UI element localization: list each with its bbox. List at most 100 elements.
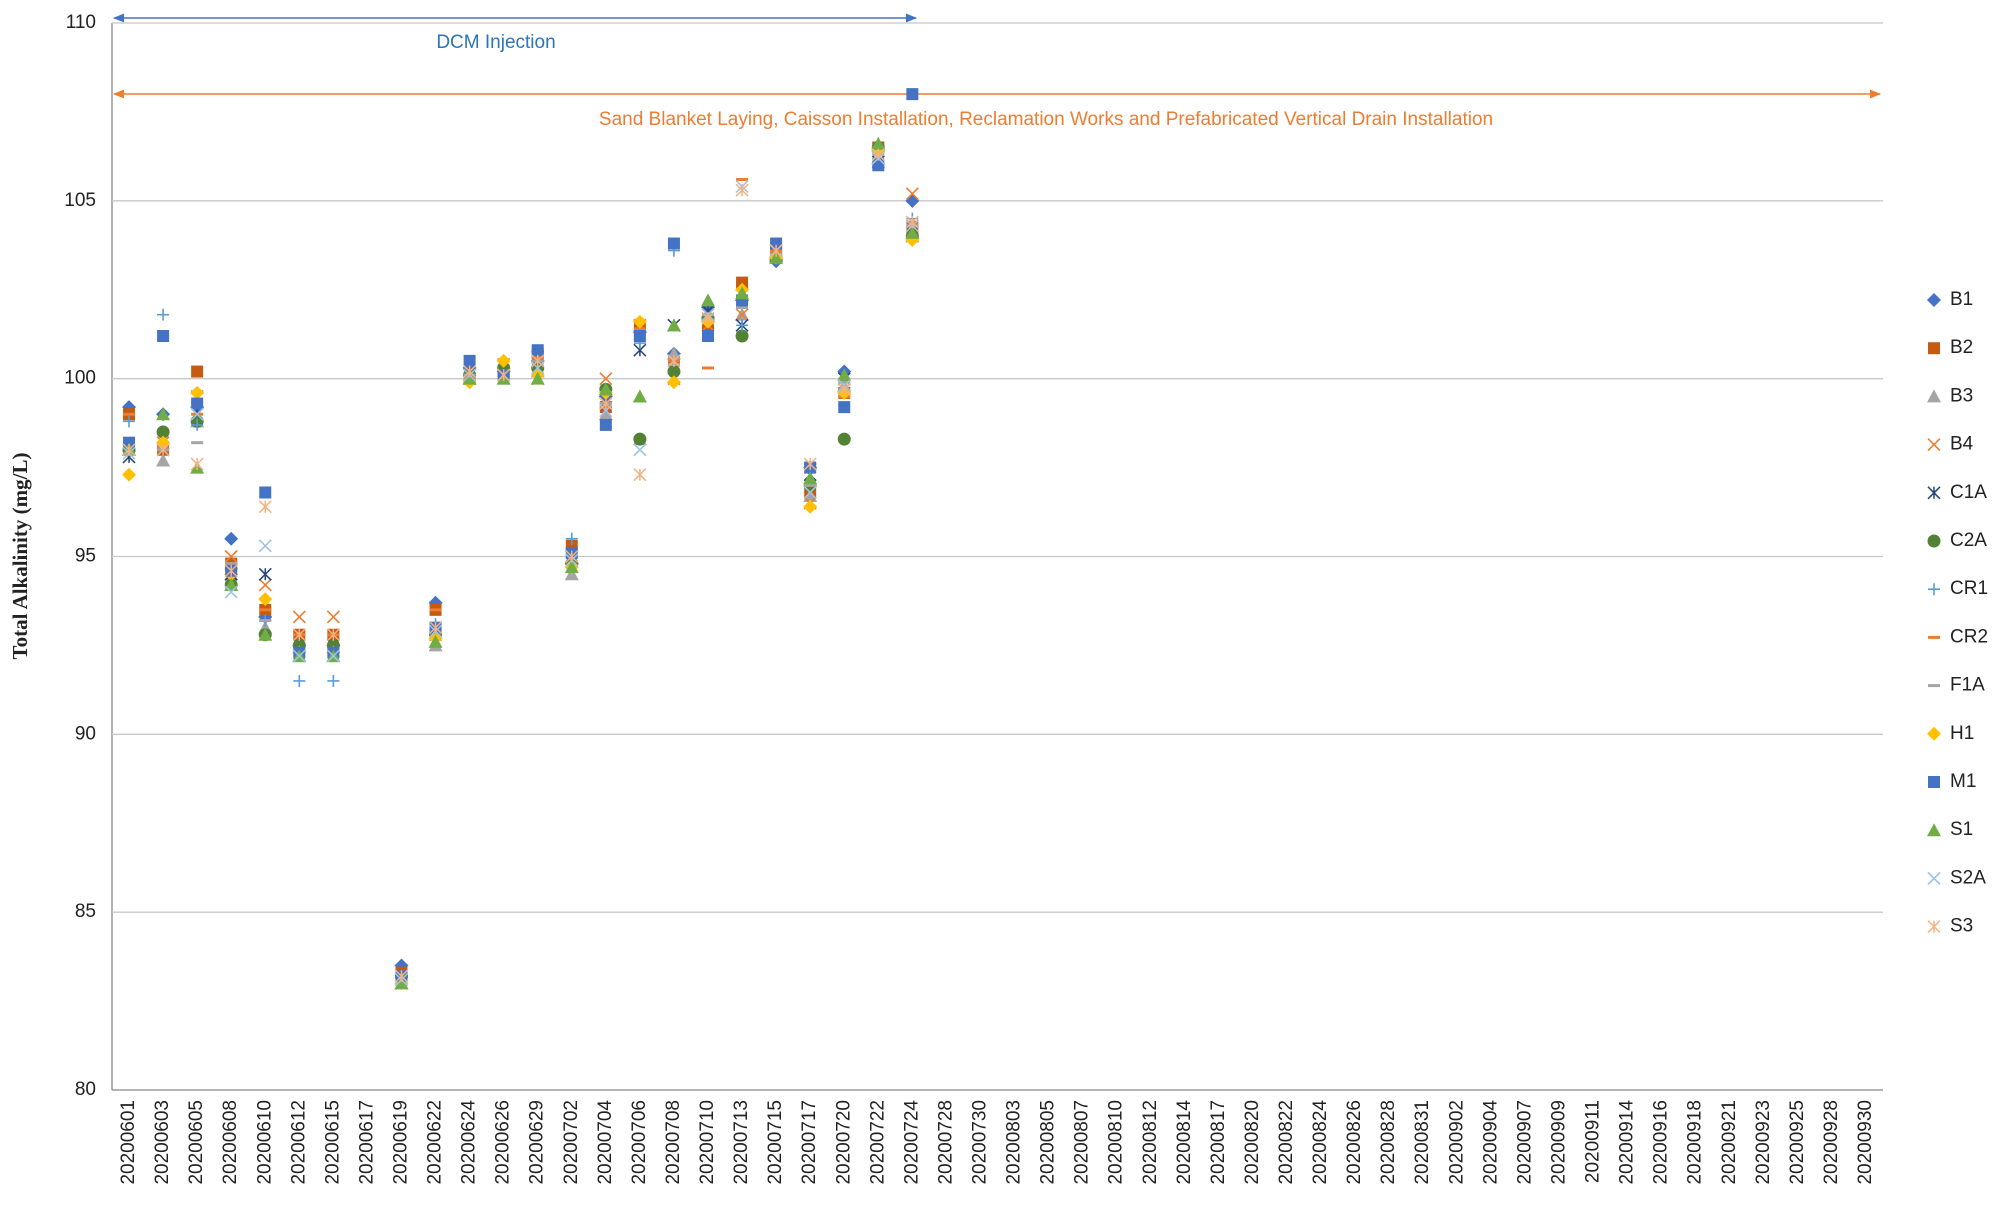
legend-label: H1 — [1950, 723, 1974, 744]
marker — [905, 225, 920, 239]
x-tick-label: 20200608 — [220, 1100, 241, 1185]
marker — [258, 567, 272, 581]
marker — [769, 244, 783, 258]
marker — [803, 499, 818, 514]
x-tick-label: 20200904 — [1480, 1100, 1501, 1185]
marker — [327, 674, 340, 687]
y-tick-label: 95 — [75, 546, 96, 567]
x-tick-label: 20200724 — [901, 1100, 922, 1185]
legend-label: S1 — [1950, 819, 1973, 840]
marker — [122, 467, 137, 482]
marker — [599, 372, 613, 386]
marker — [599, 397, 613, 411]
marker — [463, 354, 476, 367]
marker — [463, 365, 477, 379]
marker — [905, 215, 919, 229]
marker — [736, 319, 749, 332]
marker — [803, 471, 818, 485]
x-tick-label: 20200812 — [1140, 1100, 1161, 1185]
marker — [735, 183, 749, 197]
x-tick-label: 20200715 — [765, 1100, 786, 1185]
marker — [906, 88, 919, 101]
marker — [803, 457, 817, 471]
legend-marker — [1928, 776, 1940, 788]
marker — [701, 293, 716, 307]
marker — [496, 353, 511, 368]
marker — [326, 610, 340, 624]
marker — [394, 976, 409, 990]
x-tick-label: 20200826 — [1344, 1100, 1365, 1185]
x-tick-label: 20200828 — [1378, 1100, 1399, 1185]
legend-marker — [1927, 871, 1941, 885]
marker — [565, 549, 579, 564]
marker — [224, 585, 238, 599]
marker — [156, 453, 171, 467]
x-tick-label: 20200822 — [1276, 1100, 1297, 1185]
marker — [531, 344, 544, 357]
x-tick-label: 20200624 — [459, 1100, 480, 1185]
marker — [462, 371, 477, 385]
legend-label: CR2 — [1950, 626, 1988, 647]
legend-label: S2A — [1950, 867, 1986, 888]
marker — [736, 276, 749, 289]
x-tick-label: 20200730 — [969, 1100, 990, 1185]
marker — [905, 193, 920, 208]
marker — [157, 329, 170, 342]
x-tick-label: 20200704 — [595, 1100, 616, 1185]
marker — [224, 564, 238, 578]
marker — [292, 649, 306, 663]
marker — [292, 628, 306, 642]
marker — [632, 314, 647, 329]
marker — [191, 365, 204, 378]
y-tick-label: 105 — [64, 190, 96, 211]
marker — [632, 389, 647, 403]
x-tick-label: 20200720 — [833, 1100, 854, 1185]
x-tick-label: 20200925 — [1787, 1100, 1808, 1185]
marker — [633, 432, 647, 446]
x-tick-label: 20200928 — [1821, 1100, 1842, 1185]
marker — [666, 375, 681, 390]
x-tick-label: 20200728 — [935, 1100, 956, 1185]
marker — [837, 368, 852, 382]
x-tick-label: 20200710 — [697, 1100, 718, 1185]
legend-label: F1A — [1950, 675, 1985, 696]
marker — [259, 486, 272, 499]
marker — [326, 649, 340, 663]
marker — [735, 329, 749, 343]
marker — [156, 443, 170, 457]
marker — [190, 457, 204, 471]
x-tick-label: 20200605 — [186, 1100, 207, 1185]
marker — [667, 237, 680, 250]
x-tick-label: 20200610 — [254, 1100, 275, 1185]
x-tick-label: 20200603 — [152, 1100, 173, 1185]
x-tick-label: 20200619 — [391, 1100, 412, 1185]
marker — [598, 407, 613, 421]
marker — [872, 159, 885, 172]
marker — [224, 531, 239, 546]
marker — [838, 401, 851, 414]
x-tick-label: 20200626 — [493, 1100, 514, 1185]
x-tick-label: 20200601 — [118, 1100, 139, 1185]
x-tick-label: 20200708 — [663, 1100, 684, 1185]
x-tick-label: 20200722 — [867, 1100, 888, 1185]
legend-marker — [1928, 583, 1940, 596]
legend-label: M1 — [1950, 771, 1976, 792]
legend-label: C2A — [1950, 530, 1987, 551]
marker — [292, 610, 306, 624]
marker — [293, 674, 306, 687]
legend-marker — [1927, 726, 1941, 741]
marker — [530, 371, 545, 385]
y-axis-title: Total Alkalinity (mg/L) — [8, 453, 32, 660]
x-tick-label: 20200814 — [1174, 1100, 1195, 1185]
marker — [666, 318, 681, 332]
marker — [598, 382, 613, 396]
marker — [667, 365, 681, 379]
legend-marker — [1927, 920, 1941, 934]
x-tick-label: 20200916 — [1651, 1100, 1672, 1185]
x-tick-label: 20200909 — [1548, 1100, 1569, 1185]
marker — [122, 443, 136, 457]
marker — [769, 250, 784, 264]
marker — [191, 397, 204, 410]
y-tick-label: 90 — [75, 723, 96, 744]
